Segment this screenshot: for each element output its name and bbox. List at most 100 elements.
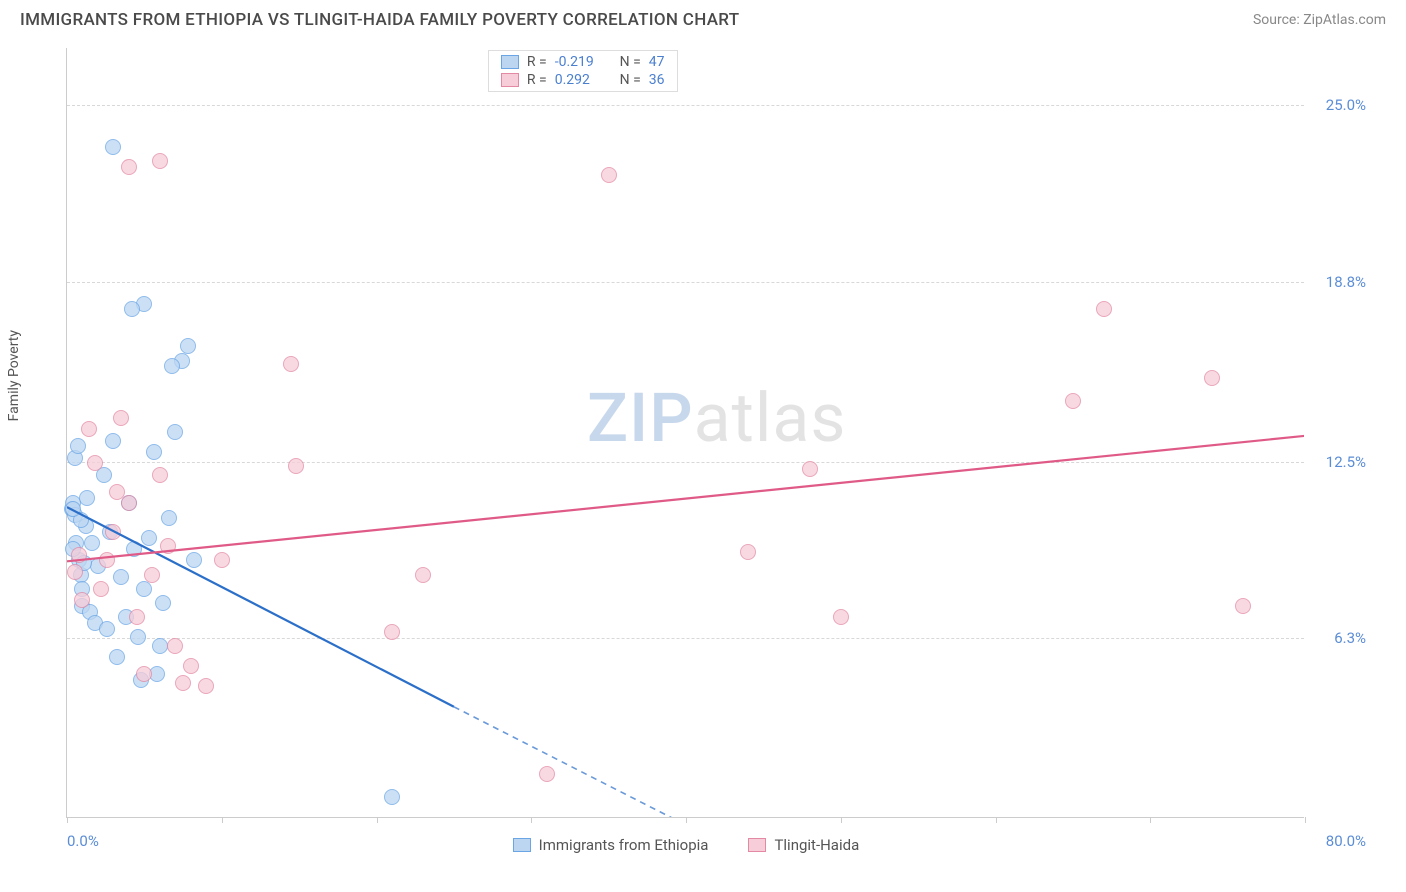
data-point [79,490,95,506]
data-point [152,638,168,654]
data-point [802,461,818,477]
data-point [833,609,849,625]
data-point [113,410,129,426]
legend-r-value: -0.219 [555,54,605,70]
data-point [136,581,152,597]
data-point [160,538,176,554]
x-tick [996,817,997,823]
x-tick [1305,817,1306,823]
chart-title: IMMIGRANTS FROM ETHIOPIA VS TLINGIT-HAID… [20,10,739,30]
series-legend: Immigrants from Ethiopia Tlingit-Haida [513,836,860,854]
trend-lines [67,48,1304,817]
series-legend-label: Immigrants from Ethiopia [539,836,709,854]
data-point [161,510,177,526]
gridline [67,282,1304,283]
legend-swatch [513,838,531,852]
data-point [1235,598,1251,614]
legend-swatch [748,838,766,852]
data-point [121,495,137,511]
data-point [71,547,87,563]
data-point [126,541,142,557]
legend-n-value: 47 [649,54,665,70]
data-point [1065,393,1081,409]
data-point [105,433,121,449]
x-axis-max-label: 80.0% [1326,832,1366,850]
data-point [1204,370,1220,386]
data-point [283,356,299,372]
series-legend-label: Tlingit-Haida [774,836,859,854]
series-legend-item: Immigrants from Ethiopia [513,836,709,854]
data-point [186,552,202,568]
data-point [84,535,100,551]
data-point [65,501,81,517]
x-tick [531,817,532,823]
data-point [183,658,199,674]
data-point [93,581,109,597]
data-point [167,638,183,654]
data-point [141,530,157,546]
correlation-legend-row: R =0.292 N =36 [489,71,677,89]
data-point [415,567,431,583]
watermark: ZIPatlas [587,378,847,458]
legend-swatch [501,55,519,69]
data-point [198,678,214,694]
data-point [70,438,86,454]
data-point [1096,301,1112,317]
gridline [67,105,1304,106]
x-tick [686,817,687,823]
x-axis-min-label: 0.0% [67,832,99,850]
data-point [146,444,162,460]
data-point [539,766,555,782]
legend-r-value: 0.292 [555,72,605,88]
data-point [74,592,90,608]
source-attribution: Source: ZipAtlas.com [1253,12,1386,28]
x-tick [67,817,68,823]
data-point [144,567,160,583]
chart-area: Family Poverty 6.3%12.5%18.8%25.0%ZIPatl… [20,44,1386,874]
gridline [67,462,1304,463]
header: IMMIGRANTS FROM ETHIOPIA VS TLINGIT-HAID… [0,0,1406,36]
data-point [167,424,183,440]
data-point [99,552,115,568]
y-tick-label: 12.5% [1326,453,1366,471]
data-point [121,159,137,175]
legend-r-label: R = [527,72,547,88]
data-point [152,153,168,169]
data-point [214,552,230,568]
x-tick [222,817,223,823]
data-point [105,524,121,540]
correlation-legend: R =-0.219 N =47R =0.292 N =36 [488,50,678,92]
data-point [175,675,191,691]
data-point [124,301,140,317]
data-point [155,595,171,611]
plot-region: 6.3%12.5%18.8%25.0%ZIPatlasR =-0.219 N =… [66,48,1304,818]
y-axis-label: Family Poverty [6,330,22,421]
data-point [129,609,145,625]
data-point [288,458,304,474]
y-tick-label: 18.8% [1326,273,1366,291]
data-point [601,167,617,183]
data-point [136,666,152,682]
x-tick [1150,817,1151,823]
legend-n-label: N = [613,72,641,88]
y-tick-label: 6.3% [1334,629,1366,647]
data-point [384,624,400,640]
data-point [740,544,756,560]
legend-r-label: R = [527,54,547,70]
legend-swatch [501,73,519,87]
data-point [87,455,103,471]
series-legend-item: Tlingit-Haida [748,836,859,854]
data-point [130,629,146,645]
data-point [105,139,121,155]
data-point [164,358,180,374]
x-tick [841,817,842,823]
gridline [67,638,1304,639]
y-tick-label: 25.0% [1326,96,1366,114]
data-point [113,569,129,585]
data-point [180,338,196,354]
data-point [81,421,97,437]
data-point [67,564,83,580]
x-tick [377,817,378,823]
legend-n-label: N = [613,54,641,70]
data-point [152,467,168,483]
